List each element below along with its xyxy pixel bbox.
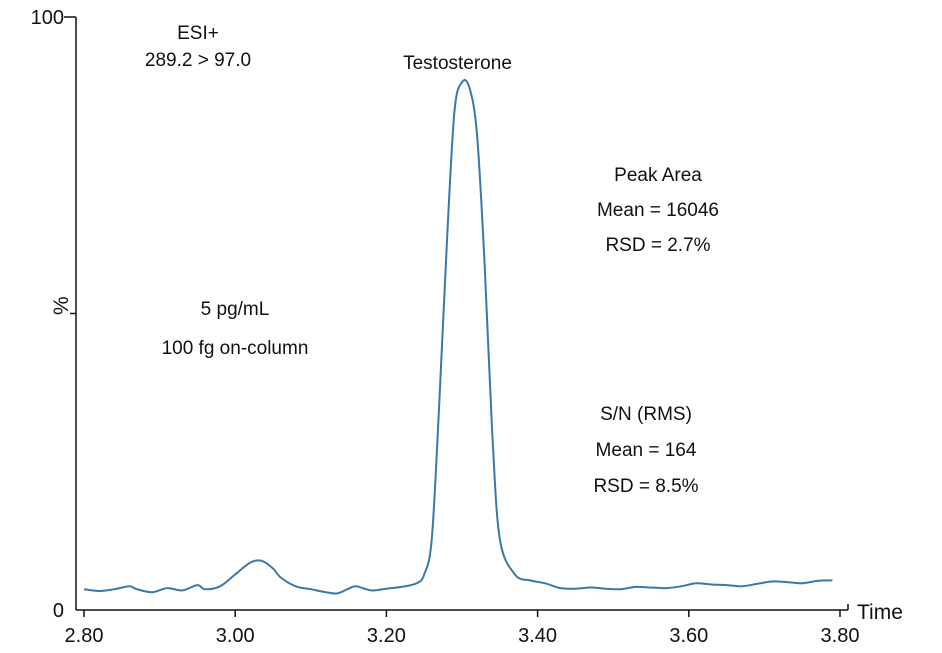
sn-mean: Mean = 164 — [595, 440, 697, 461]
sn-annotation: S/N (RMS) Mean = 164 RSD = 8.5% — [566, 397, 726, 505]
peak-area-title: Peak Area — [614, 165, 702, 186]
x-axis-label: Time — [857, 601, 903, 624]
on-column-text: 100 fg on-column — [161, 338, 309, 359]
sn-rsd: RSD = 8.5% — [593, 476, 699, 497]
x-tick-label: 3.20 — [367, 625, 406, 647]
peak-area-mean: Mean = 16046 — [596, 200, 719, 221]
peak-area-annotation: Peak Area Mean = 16046 RSD = 2.7% — [568, 158, 748, 263]
x-tick-label: 3.00 — [216, 625, 255, 647]
mrm-transition-text: 289.2 > 97.0 — [144, 50, 252, 71]
x-tick-label: 3.60 — [669, 625, 708, 647]
concentration-annotation: 5 pg/mL 100 fg on-column — [140, 290, 330, 368]
chromatogram-line — [83, 79, 833, 595]
peak-name-label: Testosterone — [403, 53, 512, 74]
y-axis-label: % — [50, 296, 73, 315]
x-tick-label: 3.40 — [518, 625, 557, 647]
y-tick-label: 0 — [53, 600, 64, 622]
x-tick-label: 3.80 — [821, 625, 860, 647]
y-tick-label: 100 — [31, 7, 64, 29]
peak-area-rsd: RSD = 2.7% — [605, 235, 711, 256]
ion-mode-text: ESI+ — [177, 23, 219, 44]
ion-mode-annotation: ESI+ 289.2 > 97.0 — [128, 20, 268, 74]
concentration-text: 5 pg/mL — [200, 299, 270, 320]
sn-title: S/N (RMS) — [600, 404, 692, 425]
x-tick-label: 2.80 — [65, 625, 104, 647]
